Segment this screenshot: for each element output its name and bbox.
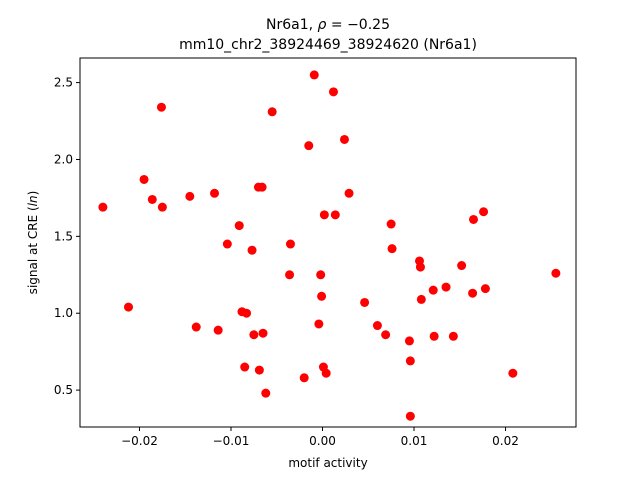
data-point-6 [185,191,195,201]
y-axis-label-suffix: ) [26,191,40,196]
x-axis-ticks: −0.02 −0.01 0.00 0.01 0.02 [121,427,519,448]
data-point-10 [222,239,232,249]
data-point-25 [299,373,309,383]
y-tick-label-2: 1.5 [54,229,73,243]
y-tick-label-3: 2.0 [54,152,73,166]
data-points [98,70,561,421]
x-axis-label: motif activity [288,456,367,470]
data-point-3 [147,194,157,204]
chart-title-line2: mm10_chr2_38924469_38924620 (Nr6a1) [179,37,477,53]
data-point-35 [330,210,340,220]
data-point-27 [309,70,319,80]
y-axis-label-ln: ln [26,195,40,206]
y-axis-label-prefix: signal at CRE ( [26,206,40,294]
data-point-20 [258,328,268,338]
data-point-50 [429,331,439,341]
data-point-11 [234,221,244,231]
data-point-4 [156,102,166,112]
data-point-51 [441,282,451,292]
data-point-0 [98,202,108,212]
data-point-53 [457,261,467,271]
data-point-13 [240,362,250,372]
data-point-32 [319,210,329,220]
data-point-37 [344,188,354,198]
chart-title-rho: ρ [318,17,327,33]
data-point-16 [249,330,259,340]
data-point-56 [479,207,489,217]
data-point-42 [387,244,397,254]
x-tick-label-0: −0.02 [121,434,158,448]
data-point-19 [257,182,267,192]
data-point-34 [328,87,338,97]
plot-frame [79,57,577,428]
data-point-48 [416,294,426,304]
data-point-49 [428,285,438,295]
y-axis-label: signal at CRE (ln) [26,191,40,295]
y-tick-label-1: 1.0 [54,306,73,320]
data-point-14 [242,308,252,318]
data-point-52 [448,331,458,341]
chart-title-line1: Nr6a1, ρ = −0.25 [266,17,390,33]
data-point-59 [551,268,561,278]
data-point-15 [247,245,257,255]
data-point-1 [124,302,133,312]
chart-title-rho-value: = −0.25 [326,17,390,33]
data-point-29 [316,270,326,280]
data-point-55 [469,214,479,224]
data-point-54 [468,288,478,298]
y-axis-ticks: 0.5 1.0 1.5 2.0 2.5 [54,76,80,397]
x-tick-label-4: 0.02 [492,434,519,448]
data-point-44 [405,356,415,366]
x-tick-label-3: 0.01 [401,434,428,448]
data-point-47 [415,262,425,272]
data-point-58 [508,368,518,378]
data-point-36 [339,134,349,144]
data-point-39 [372,321,382,331]
data-point-8 [210,188,220,198]
x-tick-label-2: 0.00 [309,434,336,448]
chart-title-gene: Nr6a1, [266,17,318,33]
data-point-41 [386,219,396,229]
data-point-2 [139,174,149,184]
data-point-21 [261,388,271,398]
data-point-5 [157,202,167,212]
data-point-24 [285,239,295,249]
data-point-18 [254,365,264,375]
data-point-28 [314,319,324,329]
data-point-33 [321,368,331,378]
data-point-38 [360,297,370,307]
data-point-30 [317,291,327,301]
data-point-7 [191,322,201,332]
x-tick-label-1: −0.01 [213,434,250,448]
data-point-22 [267,107,277,117]
data-point-23 [285,270,295,280]
y-tick-label-0: 0.5 [54,383,73,397]
data-point-43 [404,336,414,346]
data-point-40 [381,330,391,340]
data-point-9 [213,325,223,335]
data-point-45 [405,411,415,421]
y-tick-label-4: 2.5 [54,76,73,90]
data-point-57 [480,284,490,294]
data-point-26 [304,141,314,151]
